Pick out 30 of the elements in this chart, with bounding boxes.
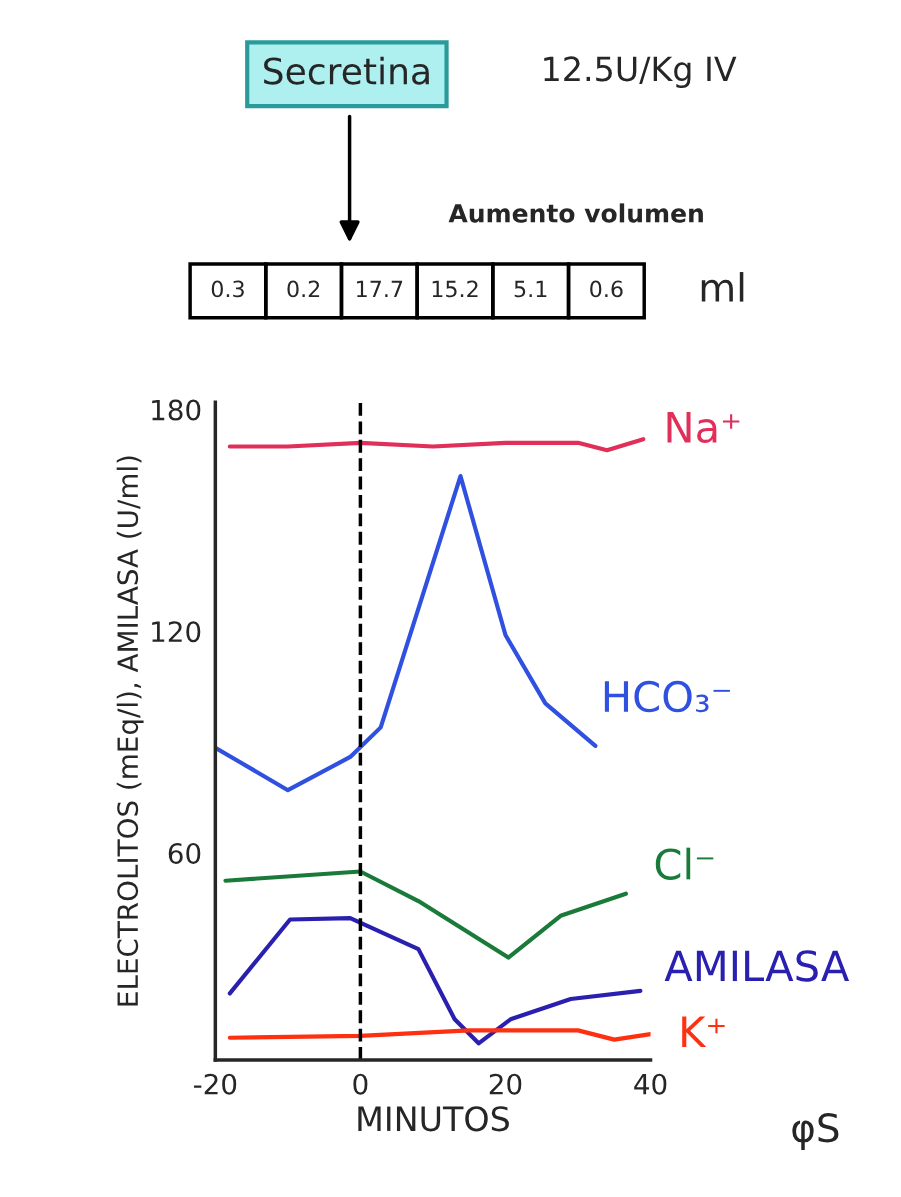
text: 12.5U/Kg IV bbox=[544, 56, 737, 88]
line-series bbox=[227, 437, 646, 453]
text: 0.2 bbox=[287, 280, 320, 298]
text: Secretina bbox=[264, 56, 429, 85]
text: Aumento volumen bbox=[448, 203, 703, 223]
y-tick-label: 180 bbox=[152, 399, 201, 421]
text: 5.1 bbox=[514, 280, 547, 298]
text: φS bbox=[792, 1113, 839, 1150]
y-axis-title: ELECTROLITOS (mEq/l), AMILASA (U/ml) bbox=[116, 456, 144, 1006]
line-series bbox=[227, 915, 643, 1046]
y-tick-label: 60 bbox=[168, 842, 201, 864]
x-tick-label: 0 bbox=[353, 1073, 368, 1095]
series-label: Cl⁻ bbox=[655, 847, 714, 880]
x-tick-label: 40 bbox=[634, 1073, 667, 1095]
text: 0.3 bbox=[211, 280, 244, 298]
text: 15.2 bbox=[432, 280, 478, 298]
series-label: HCO₃⁻ bbox=[604, 680, 730, 713]
x-tick-label: -20 bbox=[194, 1073, 237, 1095]
x-axis-title: MINUTOS bbox=[358, 1106, 509, 1132]
series-label: Na⁺ bbox=[667, 412, 740, 444]
series-label: K⁺ bbox=[682, 1016, 725, 1047]
line-series bbox=[227, 1028, 651, 1042]
text: 17.7 bbox=[357, 280, 403, 297]
x-tick-label: 20 bbox=[489, 1073, 522, 1095]
line-series bbox=[223, 869, 628, 960]
y-tick-label: 120 bbox=[152, 621, 201, 643]
line-series bbox=[215, 474, 598, 793]
text: ml bbox=[701, 272, 744, 302]
series-label: AMILASA bbox=[664, 950, 850, 982]
text: 0.6 bbox=[590, 280, 623, 298]
